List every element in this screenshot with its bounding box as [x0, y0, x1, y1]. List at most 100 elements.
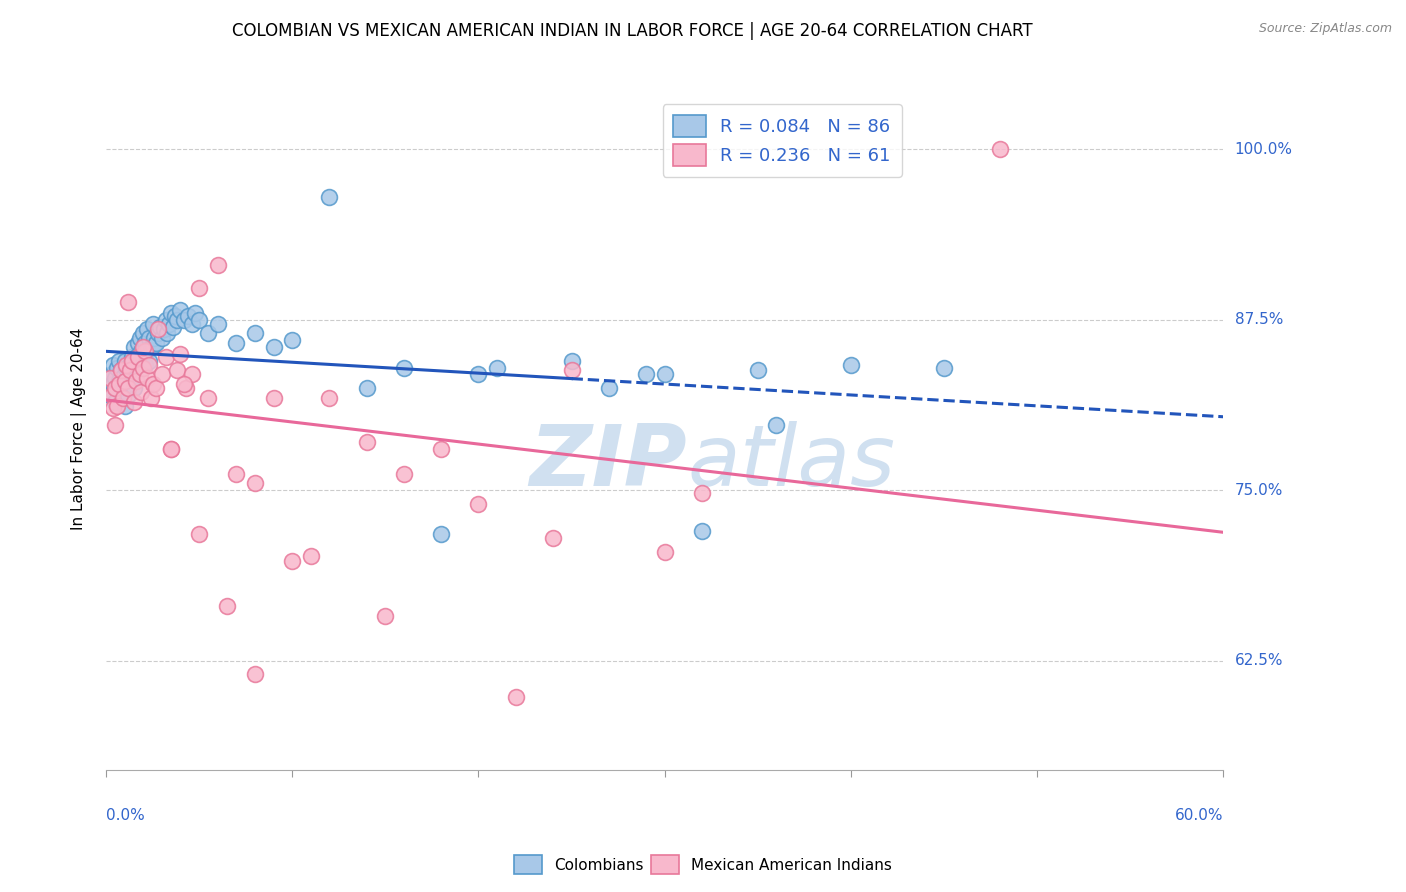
Point: [505, 690, 527, 705]
Point: [156, 326, 179, 341]
Point: [138, 330, 160, 344]
Point: [121, 353, 143, 368]
Point: [125, 371, 148, 385]
Point: [127, 358, 149, 372]
Point: [117, 388, 139, 402]
Point: [430, 526, 453, 541]
Point: [105, 381, 128, 395]
Point: [132, 326, 155, 341]
Point: [486, 360, 509, 375]
Point: [136, 344, 159, 359]
Point: [145, 336, 167, 351]
Legend: Colombians, Mexican American Indians: Colombians, Mexican American Indians: [508, 849, 898, 880]
Point: [318, 391, 340, 405]
Text: atlas: atlas: [688, 421, 896, 505]
Y-axis label: In Labor Force | Age 20-64: In Labor Force | Age 20-64: [72, 327, 87, 530]
Point: [636, 368, 658, 382]
Point: [356, 381, 378, 395]
Point: [121, 350, 143, 364]
Point: [110, 363, 132, 377]
Point: [243, 326, 266, 341]
Point: [225, 336, 247, 351]
Point: [114, 374, 136, 388]
Text: 87.5%: 87.5%: [1234, 312, 1282, 327]
Point: [105, 360, 128, 375]
Point: [142, 317, 165, 331]
Point: [169, 303, 191, 318]
Point: [128, 368, 150, 382]
Point: [263, 391, 285, 405]
Point: [263, 340, 285, 354]
Point: [932, 360, 955, 375]
Point: [356, 435, 378, 450]
Point: [839, 358, 862, 372]
Point: [122, 381, 145, 395]
Point: [110, 363, 132, 377]
Point: [122, 394, 145, 409]
Point: [150, 330, 173, 344]
Point: [138, 358, 160, 372]
Point: [149, 319, 172, 334]
Point: [162, 319, 184, 334]
Point: [131, 344, 153, 359]
Point: [188, 526, 211, 541]
Point: [173, 313, 195, 327]
Point: [121, 368, 143, 382]
Point: [122, 340, 145, 354]
Point: [188, 313, 211, 327]
Point: [467, 368, 489, 382]
Point: [108, 353, 131, 368]
Point: [98, 371, 121, 385]
Point: [134, 358, 156, 372]
Point: [180, 317, 202, 331]
Point: [120, 358, 142, 372]
Point: [467, 497, 489, 511]
Point: [988, 143, 1011, 157]
Point: [690, 524, 713, 538]
Point: [136, 371, 159, 385]
Point: [169, 347, 191, 361]
Point: [392, 360, 415, 375]
Point: [134, 344, 156, 359]
Point: [654, 544, 676, 558]
Point: [115, 376, 138, 391]
Point: [127, 336, 149, 351]
Point: [225, 467, 247, 481]
Point: [197, 391, 219, 405]
Point: [103, 358, 125, 372]
Point: [128, 353, 150, 368]
Point: [132, 340, 155, 354]
Point: [125, 350, 148, 364]
Point: [132, 360, 155, 375]
Text: 60.0%: 60.0%: [1175, 808, 1223, 823]
Text: 100.0%: 100.0%: [1234, 142, 1292, 157]
Point: [598, 381, 620, 395]
Point: [146, 322, 169, 336]
Point: [374, 608, 396, 623]
Point: [120, 363, 142, 377]
Point: [690, 486, 713, 500]
Point: [122, 360, 145, 375]
Point: [127, 350, 149, 364]
Point: [145, 381, 167, 395]
Point: [150, 368, 173, 382]
Point: [103, 376, 125, 391]
Point: [155, 313, 177, 327]
Point: [215, 599, 238, 613]
Point: [104, 417, 127, 432]
Point: [561, 363, 583, 377]
Point: [207, 258, 229, 272]
Point: [103, 401, 125, 416]
Point: [166, 313, 188, 327]
Point: [104, 381, 127, 395]
Point: [243, 476, 266, 491]
Point: [108, 374, 131, 388]
Point: [299, 549, 322, 563]
Point: [160, 442, 183, 457]
Point: [139, 391, 162, 405]
Point: [197, 326, 219, 341]
Point: [98, 388, 121, 402]
Point: [188, 281, 211, 295]
Point: [541, 531, 564, 545]
Point: [166, 363, 188, 377]
